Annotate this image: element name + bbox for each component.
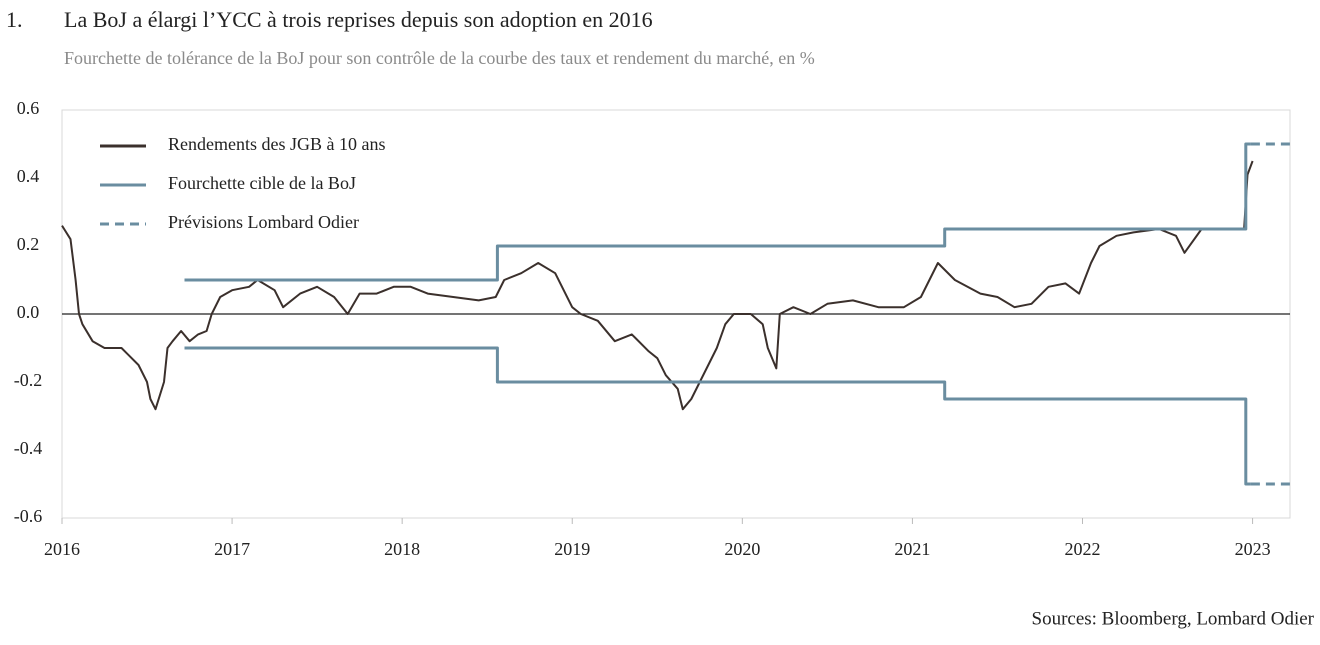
yield-line (61, 160, 1254, 411)
y-tick-label: 0.0 (17, 302, 40, 322)
x-tick-label: 2018 (384, 539, 420, 559)
chart-number: 1. (6, 7, 23, 32)
chart-title: La BoJ a élargi l’YCC à trois reprises d… (64, 7, 653, 32)
y-tick-label: 0.2 (17, 234, 40, 254)
x-tick-label: 2019 (554, 539, 590, 559)
x-tick-label: 2023 (1235, 539, 1271, 559)
y-tick-label: -0.6 (14, 506, 43, 526)
x-tick-label: 2017 (214, 539, 250, 559)
x-tick-label: 2021 (894, 539, 930, 559)
band-line (184, 142, 1251, 282)
y-tick-label: 0.6 (17, 98, 40, 118)
y-tick-label: 0.4 (17, 166, 40, 186)
legend-label: Fourchette cible de la BoJ (168, 173, 356, 193)
chart-subtitle: Fourchette de tolérance de la BoJ pour s… (64, 48, 815, 68)
y-tick-label: -0.4 (14, 438, 43, 458)
legend-label: Prévisions Lombard Odier (168, 212, 359, 232)
x-tick-label: 2020 (724, 539, 760, 559)
source: Sources: Bloomberg, Lombard Odier (1032, 608, 1315, 629)
y-tick-label: -0.2 (14, 370, 43, 390)
x-tick-label: 2022 (1064, 539, 1100, 559)
band-line (184, 346, 1251, 486)
legend-label: Rendements des JGB à 10 ans (168, 134, 385, 154)
x-tick-label: 2016 (44, 539, 80, 559)
